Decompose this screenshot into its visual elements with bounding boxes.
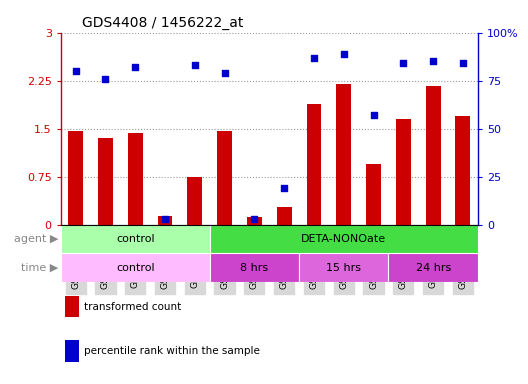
Point <box>101 76 110 82</box>
Bar <box>336 84 351 225</box>
Bar <box>65 296 80 318</box>
Text: 24 hrs: 24 hrs <box>416 263 451 273</box>
Text: 8 hrs: 8 hrs <box>240 263 268 273</box>
Text: time ▶: time ▶ <box>21 263 58 273</box>
Bar <box>187 177 202 225</box>
Bar <box>366 164 381 225</box>
Point <box>370 112 378 118</box>
Point <box>161 216 169 222</box>
Text: transformed count: transformed count <box>83 302 181 312</box>
Bar <box>210 225 478 253</box>
Bar <box>210 253 299 282</box>
Bar <box>389 253 478 282</box>
Point <box>191 62 199 68</box>
Point <box>131 64 139 70</box>
Text: control: control <box>116 263 155 273</box>
Bar <box>277 207 291 225</box>
Text: percentile rank within the sample: percentile rank within the sample <box>83 346 260 356</box>
Point <box>340 51 348 57</box>
Text: agent ▶: agent ▶ <box>14 234 58 244</box>
Text: GDS4408 / 1456222_at: GDS4408 / 1456222_at <box>82 16 243 30</box>
Bar <box>61 253 210 282</box>
Bar <box>299 253 389 282</box>
Point <box>71 68 80 74</box>
Point <box>310 55 318 61</box>
Bar <box>98 138 113 225</box>
Text: 15 hrs: 15 hrs <box>326 263 361 273</box>
Point <box>220 70 229 76</box>
Bar <box>157 216 173 225</box>
Text: control: control <box>116 234 155 244</box>
Bar <box>307 104 322 225</box>
Point <box>250 216 259 222</box>
Point <box>459 60 467 66</box>
Bar <box>128 133 143 225</box>
Bar <box>247 217 262 225</box>
Bar <box>61 225 210 253</box>
Bar <box>396 119 411 225</box>
Bar <box>65 340 80 362</box>
Bar <box>217 131 232 225</box>
Point <box>280 185 288 191</box>
Bar <box>68 131 83 225</box>
Bar <box>456 116 470 225</box>
Text: DETA-NONOate: DETA-NONOate <box>301 234 386 244</box>
Point <box>399 60 408 66</box>
Point <box>429 58 437 65</box>
Bar <box>426 86 440 225</box>
